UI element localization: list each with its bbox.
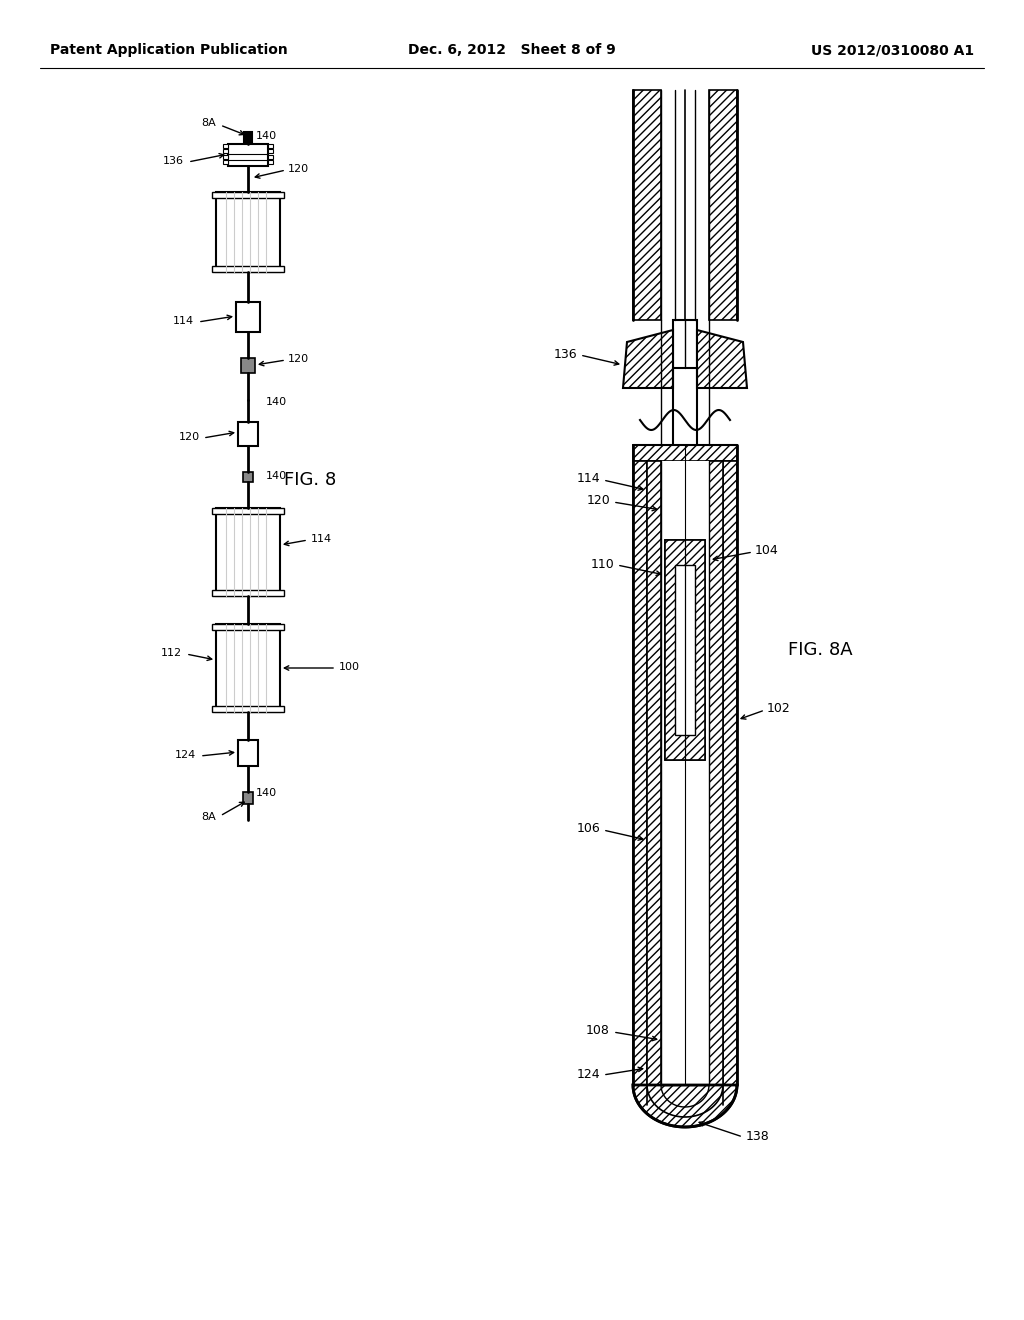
Text: 124: 124 (577, 1068, 600, 1081)
Text: 136: 136 (163, 156, 184, 166)
Polygon shape (633, 1085, 737, 1127)
Bar (673, 319, 697, 368)
Text: 100: 100 (339, 663, 360, 672)
Bar (223, 160, 228, 164)
Text: 8A: 8A (202, 812, 216, 822)
Bar (665, 540, 705, 760)
Bar (212, 267, 284, 272)
Text: 8A: 8A (202, 117, 216, 128)
Bar (223, 144, 228, 148)
Text: 140: 140 (256, 131, 278, 141)
Bar (238, 422, 258, 446)
Text: 112: 112 (161, 648, 182, 657)
Bar (709, 461, 723, 1085)
Bar (212, 191, 284, 198)
Bar (665, 540, 705, 760)
Text: Patent Application Publication: Patent Application Publication (50, 44, 288, 57)
Text: 104: 104 (755, 544, 778, 557)
Bar (268, 149, 273, 153)
Text: Dec. 6, 2012   Sheet 8 of 9: Dec. 6, 2012 Sheet 8 of 9 (409, 44, 615, 57)
Text: 120: 120 (288, 354, 309, 364)
Text: 138: 138 (746, 1130, 770, 1143)
Bar (633, 445, 737, 461)
Text: 110: 110 (590, 557, 614, 570)
Text: 140: 140 (266, 397, 287, 407)
Text: 114: 114 (311, 535, 332, 544)
Text: 120: 120 (179, 432, 200, 442)
Text: 114: 114 (173, 315, 194, 326)
Bar (223, 154, 228, 158)
Text: 124: 124 (175, 750, 196, 760)
Text: 106: 106 (577, 822, 600, 836)
Polygon shape (623, 330, 673, 388)
Text: 114: 114 (577, 473, 600, 486)
Bar (647, 461, 662, 1085)
Bar (268, 154, 273, 158)
Bar (228, 144, 268, 166)
Bar (236, 302, 260, 333)
Bar (633, 461, 647, 1085)
Bar (212, 590, 284, 597)
Bar (216, 508, 280, 597)
Text: US 2012/0310080 A1: US 2012/0310080 A1 (811, 44, 974, 57)
Bar (216, 624, 280, 711)
Bar (723, 461, 737, 1085)
Text: FIG. 8: FIG. 8 (284, 471, 336, 488)
Bar (212, 706, 284, 711)
Text: 120: 120 (587, 495, 610, 507)
Text: 136: 136 (553, 347, 577, 360)
Text: 120: 120 (288, 164, 309, 174)
Bar (241, 358, 255, 374)
Bar (212, 508, 284, 513)
Bar (244, 132, 252, 144)
Bar (268, 144, 273, 148)
Bar (243, 792, 253, 804)
Bar (268, 160, 273, 164)
Bar (212, 624, 284, 630)
Bar (216, 191, 280, 272)
Polygon shape (697, 330, 746, 388)
Text: 140: 140 (266, 471, 287, 480)
Text: 140: 140 (256, 788, 278, 799)
Text: FIG. 8A: FIG. 8A (787, 642, 852, 659)
Text: 102: 102 (767, 702, 791, 715)
Bar (675, 565, 695, 735)
Bar (709, 90, 737, 319)
Bar (238, 741, 258, 766)
Bar (662, 461, 709, 1085)
Bar (243, 473, 253, 482)
Bar (223, 149, 228, 153)
Bar (633, 90, 662, 319)
Text: 108: 108 (586, 1024, 610, 1038)
